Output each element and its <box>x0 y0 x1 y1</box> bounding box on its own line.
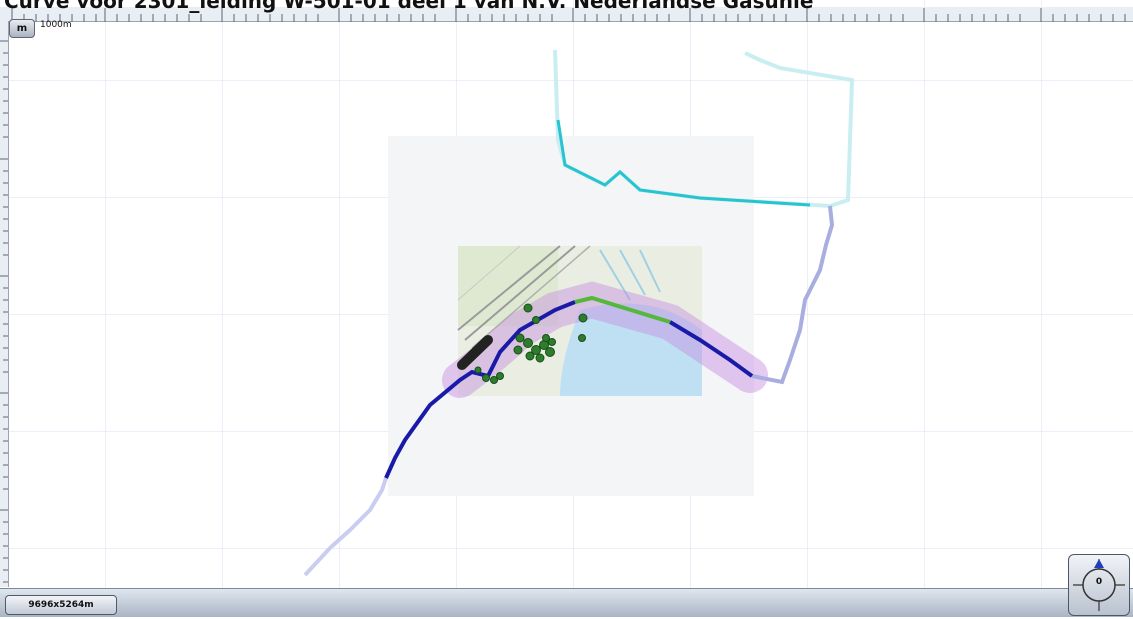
compass-control[interactable]: 0 <box>1068 554 1130 616</box>
north-arrow-icon <box>1094 559 1104 568</box>
pipeline-loop-cyan <box>556 119 811 207</box>
pipeline-faded-southwest <box>303 477 388 577</box>
status-bar: 9696x5264m <box>0 588 1133 617</box>
water-body <box>560 303 702 396</box>
top-ruler-ticks <box>11 8 1126 22</box>
unit-toggle-button[interactable]: m <box>9 19 35 38</box>
pipeline-highlight-segment <box>574 295 671 324</box>
left-ruler <box>0 21 9 587</box>
railway-line <box>457 245 561 331</box>
infrastructure-block <box>457 335 493 370</box>
pipeline-main <box>384 300 576 479</box>
road-line <box>471 245 591 349</box>
pipeline-main-east <box>668 320 754 378</box>
ditches <box>599 249 661 301</box>
top-ruler <box>0 7 1133 22</box>
compass-rotation-value: 0 <box>1095 577 1103 587</box>
page-title: Curve voor 2301_leiding W-501-01 deel 1 … <box>4 0 814 13</box>
scale-label: 1000m <box>40 20 72 30</box>
road-line <box>457 245 521 301</box>
railway-line <box>464 245 576 341</box>
pipeline-faded-east <box>751 205 835 385</box>
tree-markers <box>474 303 588 384</box>
extent-badge[interactable]: 9696x5264m <box>5 595 117 615</box>
left-ruler-ticks <box>0 40 8 583</box>
compass-icon <box>1073 559 1125 611</box>
